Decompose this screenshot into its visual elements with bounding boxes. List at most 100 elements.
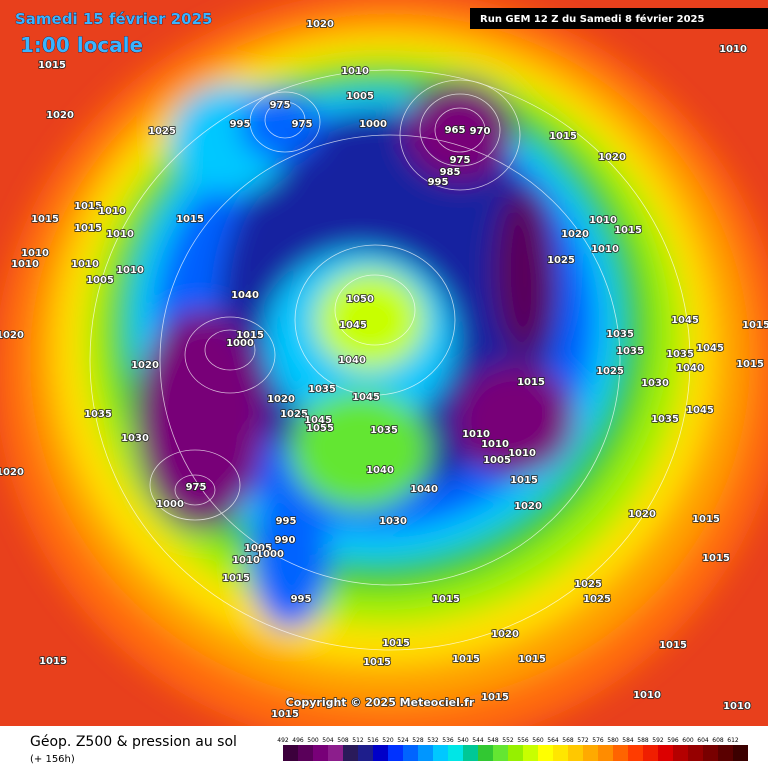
pressure-label: 1025 — [583, 594, 611, 605]
pressure-label: 1015 — [692, 514, 720, 525]
colorbar-cell — [673, 745, 688, 761]
colorbar-cell — [358, 745, 373, 761]
pressure-label: 1045 — [339, 320, 367, 331]
pressure-label: 1015 — [74, 201, 102, 212]
pressure-label: 1010 — [232, 555, 260, 566]
run-info: Run GEM 12 Z du Samedi 8 février 2025 — [480, 13, 705, 25]
colorbar-label: 576 — [592, 737, 604, 744]
pressure-label: 975 — [292, 119, 313, 130]
colorbar-label: 520 — [382, 737, 394, 744]
colorbar-cell — [553, 745, 568, 761]
pressure-label: 970 — [470, 126, 491, 137]
colorbar-cell — [448, 745, 463, 761]
pressure-label: 1015 — [481, 692, 509, 703]
pressure-label: 1015 — [74, 223, 102, 234]
pressure-label: 1015 — [452, 654, 480, 665]
pressure-label: 1040 — [410, 484, 438, 495]
lead-time: (+ 156h) — [30, 754, 75, 765]
colorbar-label: 580 — [607, 737, 619, 744]
colorbar-cell — [733, 745, 748, 761]
pressure-label: 1010 — [462, 429, 490, 440]
pressure-label: 1010 — [98, 206, 126, 217]
colorbar-label: 584 — [622, 737, 634, 744]
pressure-label: 1015 — [222, 573, 250, 584]
pressure-label: 975 — [270, 100, 291, 111]
pressure-label: 995 — [276, 516, 297, 527]
colorbar-label: 588 — [637, 737, 649, 744]
pressure-label: 1015 — [382, 638, 410, 649]
pressure-label: 1015 — [363, 657, 391, 668]
colorbar-label: 524 — [397, 737, 409, 744]
pressure-label: 1010 — [508, 448, 536, 459]
pressure-label: 1045 — [304, 415, 332, 426]
pressure-label: 1010 — [589, 215, 617, 226]
colorbar-cell — [523, 745, 538, 761]
colorbar-cell — [538, 745, 553, 761]
pressure-label: 1005 — [86, 275, 114, 286]
colorbar-cell — [313, 745, 328, 761]
pressure-label: 1035 — [370, 425, 398, 436]
pressure-label: 1010 — [591, 244, 619, 255]
pressure-label: 1035 — [616, 346, 644, 357]
colorbar-label: 572 — [577, 737, 589, 744]
pressure-label: 1030 — [641, 378, 669, 389]
pressure-label: 1015 — [31, 214, 59, 225]
colorbar-cell — [568, 745, 583, 761]
colorbar-label: 512 — [352, 737, 364, 744]
pressure-label: 1015 — [614, 225, 642, 236]
colorbar-label: 568 — [562, 737, 574, 744]
pressure-label: 1025 — [547, 255, 575, 266]
pressure-label: 975 — [186, 482, 207, 493]
colorbar-cell — [373, 745, 388, 761]
pressure-label: 1015 — [736, 359, 764, 370]
pressure-label: 1015 — [517, 377, 545, 388]
pressure-label: 1045 — [671, 315, 699, 326]
colorbar-label: 516 — [367, 737, 379, 744]
colorbar-label: 552 — [502, 737, 514, 744]
pressure-label: 1015 — [271, 709, 299, 720]
colorbar-cell — [718, 745, 733, 761]
pressure-label: 1005 — [244, 543, 272, 554]
pressure-label: 1020 — [561, 229, 589, 240]
colorbar-cell — [403, 745, 418, 761]
pressure-label: 1010 — [71, 259, 99, 270]
pressure-label: 1010 — [481, 439, 509, 450]
colorbar-label: 496 — [292, 737, 304, 744]
pressure-label: 1010 — [106, 229, 134, 240]
colorbar-cell — [703, 745, 718, 761]
pressure-label: 1020 — [306, 19, 334, 30]
colorbar-label: 528 — [412, 737, 424, 744]
colorbar-label: 600 — [682, 737, 694, 744]
pressure-label: 1020 — [598, 152, 626, 163]
isobars — [89, 69, 691, 651]
pressure-label: 1025 — [280, 409, 308, 420]
pressure-label: 995 — [428, 177, 449, 188]
colorbar-cell — [493, 745, 508, 761]
pressure-label: 1020 — [0, 467, 24, 478]
colorbar-cell — [613, 745, 628, 761]
pressure-label: 1015 — [549, 131, 577, 142]
pressure-label: 1010 — [633, 690, 661, 701]
colorbar-label: 556 — [517, 737, 529, 744]
colorbar-label: 560 — [532, 737, 544, 744]
pressure-label: 1005 — [483, 455, 511, 466]
colorbar-label: 596 — [667, 737, 679, 744]
pressure-label: 1010 — [723, 701, 751, 712]
pressure-label: 1020 — [267, 394, 295, 405]
colorbar-label: 548 — [487, 737, 499, 744]
run-box — [470, 8, 768, 29]
pressure-label: 1030 — [121, 433, 149, 444]
pressure-label: 1015 — [432, 594, 460, 605]
pressure-label: 1045 — [686, 405, 714, 416]
pressure-label: 1010 — [11, 259, 39, 270]
colorbar-cell — [508, 745, 523, 761]
pressure-label: 1010 — [21, 248, 49, 259]
pressure-label: 985 — [440, 167, 461, 178]
colorbar-cell — [328, 745, 343, 761]
pressure-label: 1015 — [742, 320, 768, 331]
colorbar-cell — [463, 745, 478, 761]
pressure-label: 1015 — [176, 214, 204, 225]
colorbar-label: 540 — [457, 737, 469, 744]
pressure-label: 1020 — [491, 629, 519, 640]
